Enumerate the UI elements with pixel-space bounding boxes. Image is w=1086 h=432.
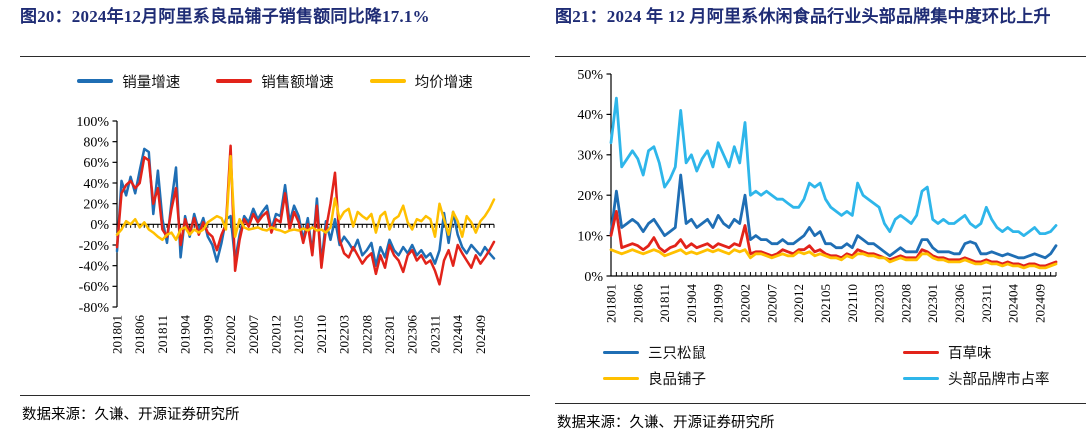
- fig21-xtick-label: 202002: [738, 284, 753, 323]
- fig20-xtick-label: 201806: [132, 315, 147, 355]
- fig20-xtick-label: 202311: [427, 315, 442, 354]
- fig20-xtick-label: 202404: [450, 315, 465, 355]
- fig21-legend-item-2: 良品铺子: [603, 368, 903, 389]
- fig21-legend-label-2: 良品铺子: [648, 372, 706, 388]
- fig21-xtick-label: 202012: [791, 284, 806, 323]
- fig20-legend-item-0: 销量增速: [77, 71, 180, 92]
- fig20-xtick-label: 202105: [291, 315, 306, 354]
- fig21-ytick-label: 10%: [577, 229, 603, 244]
- fig21-plot: 50% 40% 30% 20% 10% 0%201801 201806 201811 20190…: [577, 68, 1058, 324]
- fig21-ytick-label: 0%: [584, 270, 603, 285]
- fig21-ytick-label: 40%: [577, 108, 603, 123]
- fig20-ytick-label: 0%: [90, 218, 109, 233]
- fig21-legend-item-1: 百草味: [903, 342, 1086, 363]
- fig21-legend-label-1: 百草味: [948, 346, 992, 362]
- fig21-series-1-line: [609, 209, 1058, 268]
- fig21-xtick-label: 202110: [845, 284, 860, 323]
- fig20-series-0-line: [115, 147, 496, 267]
- fig20-ytick-label: 60%: [83, 156, 109, 171]
- fig20-ytick-label: -20%: [79, 239, 110, 254]
- fig21-xtick-label: 202301: [925, 284, 940, 323]
- fig21-axes: 50% 40% 30% 20% 10% 0%: [577, 68, 1057, 285]
- fig21-legend-item-0: 三只松鼠: [603, 342, 903, 363]
- fig21-xtick-label: 202306: [952, 284, 967, 324]
- fig21-legend-item-3: 头部品牌市占率: [903, 368, 1086, 389]
- figure-20-legend: 销量增速 销售额增速 均价增速: [20, 57, 530, 101]
- fig20-ytick-label: 20%: [83, 197, 109, 212]
- fig21-xtick-label: 202208: [898, 284, 913, 323]
- fig21-xtick-label: 202404: [1006, 284, 1021, 324]
- figure-21-title: 图21：2024 年 12 月阿里系休闲食品行业头部品牌集中度环比上升: [555, 7, 1051, 26]
- fig20-legend-item-1: 销售额增速: [216, 71, 334, 92]
- fig20-xtick-label: 202110: [314, 315, 329, 354]
- fig20-xtick-label: 202409: [473, 315, 488, 354]
- fig21-legend-swatch-0: [603, 350, 639, 355]
- fig21-ytick-label: 20%: [577, 189, 603, 204]
- fig20-xtick-label: 202306: [405, 315, 420, 355]
- figure-20-source: 数据来源：久谦、开源证券研究所: [20, 395, 530, 424]
- fig21-legend-swatch-3: [903, 376, 939, 381]
- figure-21-source: 数据来源：久谦、开源证券研究所: [555, 403, 1086, 432]
- fig21-series-2-line: [609, 248, 1058, 270]
- fig21-series-0-line: [609, 173, 1058, 260]
- fig21-legend-label-0: 三只松鼠: [648, 346, 706, 362]
- fig20-series-1-line: [115, 144, 496, 286]
- fig20-series-2-line: [115, 154, 496, 242]
- fig20-legend-label-0: 销量增速: [122, 74, 181, 91]
- fig21-xtick-label: 202409: [1032, 284, 1047, 323]
- fig20-xtick-label: 201801: [110, 315, 125, 354]
- fig20-xtick-label: 202002: [223, 315, 238, 354]
- fig20-xtick-label: 202007: [246, 315, 261, 355]
- fig21-legend-label-3: 头部品牌市占率: [948, 372, 1050, 388]
- fig20-ytick-label: 40%: [83, 177, 109, 192]
- fig20-xtick-label: 202203: [337, 315, 352, 354]
- fig21-legend-swatch-1: [903, 350, 939, 355]
- fig20-plot: 100% 80% 60% 40% 20% 0% -20% -40% -60% -80%201801…: [76, 115, 496, 355]
- figure-21-panel: 图21：2024 年 12 月阿里系休闲食品行业头部品牌集中度环比上升 50% 4…: [555, 4, 1086, 432]
- fig20-ytick-label: -40%: [79, 259, 110, 274]
- fig21-xtick-label: 202007: [764, 284, 779, 324]
- figure-21-chart: 50% 40% 30% 20% 10% 0% 201801 201806 201811 20190…: [555, 57, 1086, 338]
- fig21-legend-swatch-2: [603, 376, 639, 381]
- fig20-legend-label-1: 销售额增速: [261, 74, 334, 91]
- figure-21-title-rule: [555, 56, 1086, 57]
- fig20-ytick-label: 80%: [83, 135, 109, 150]
- fig20-legend-swatch-1: [216, 79, 253, 83]
- fig21-ytick-label: 30%: [577, 149, 603, 164]
- figure-20-panel: 图20：2024年12月阿里系良品铺子销售额同比降17.1% 销量增速 销售额增速…: [20, 4, 530, 432]
- fig20-legend-swatch-2: [369, 79, 406, 83]
- figure-20-title: 图20：2024年12月阿里系良品铺子销售额同比降17.1%: [20, 7, 430, 26]
- fig20-xtick-label: 202012: [268, 315, 283, 354]
- fig20-xtick-label: 202208: [359, 315, 374, 354]
- fig21-xtick-label: 202105: [818, 284, 833, 323]
- fig21-xtick-label: 201909: [711, 284, 726, 323]
- fig21-xtick-label: 201801: [604, 284, 619, 323]
- fig21-series-3-line: [609, 96, 1058, 238]
- figure-21-legend: 三只松鼠 百草味良品铺子 头部品牌市占率: [555, 342, 1086, 389]
- fig20-legend-label-2: 均价增速: [414, 74, 473, 91]
- fig21-ytick-label: 50%: [577, 68, 603, 83]
- fig20-xtick-label: 201904: [178, 315, 193, 355]
- fig20-legend-swatch-0: [77, 79, 114, 83]
- fig20-xtick-label: 201909: [200, 315, 215, 354]
- fig21-xtick-label: 201904: [684, 284, 699, 324]
- fig21-xtick-label: 201806: [630, 284, 645, 324]
- fig20-xtick-label: 202301: [382, 315, 397, 354]
- fig20-axes: 100% 80% 60% 40% 20% 0% -20% -40% -60% -80%: [76, 115, 495, 316]
- fig20-xtick-label: 201811: [155, 315, 170, 354]
- figure-20-chart: 100% 80% 60% 40% 20% 0% -20% -40% -60% -80% 201801…: [20, 101, 530, 389]
- fig20-ytick-label: -80%: [79, 301, 110, 316]
- figure-20-title-rule: [20, 56, 530, 57]
- fig21-xtick-label: 202203: [872, 284, 887, 323]
- fig20-ytick-label: -60%: [79, 280, 110, 295]
- fig20-legend-item-2: 均价增速: [369, 71, 473, 92]
- fig21-xtick-label: 201811: [657, 284, 672, 323]
- fig21-xtick-label: 202311: [979, 284, 994, 323]
- fig20-ytick-label: 100%: [76, 115, 109, 130]
